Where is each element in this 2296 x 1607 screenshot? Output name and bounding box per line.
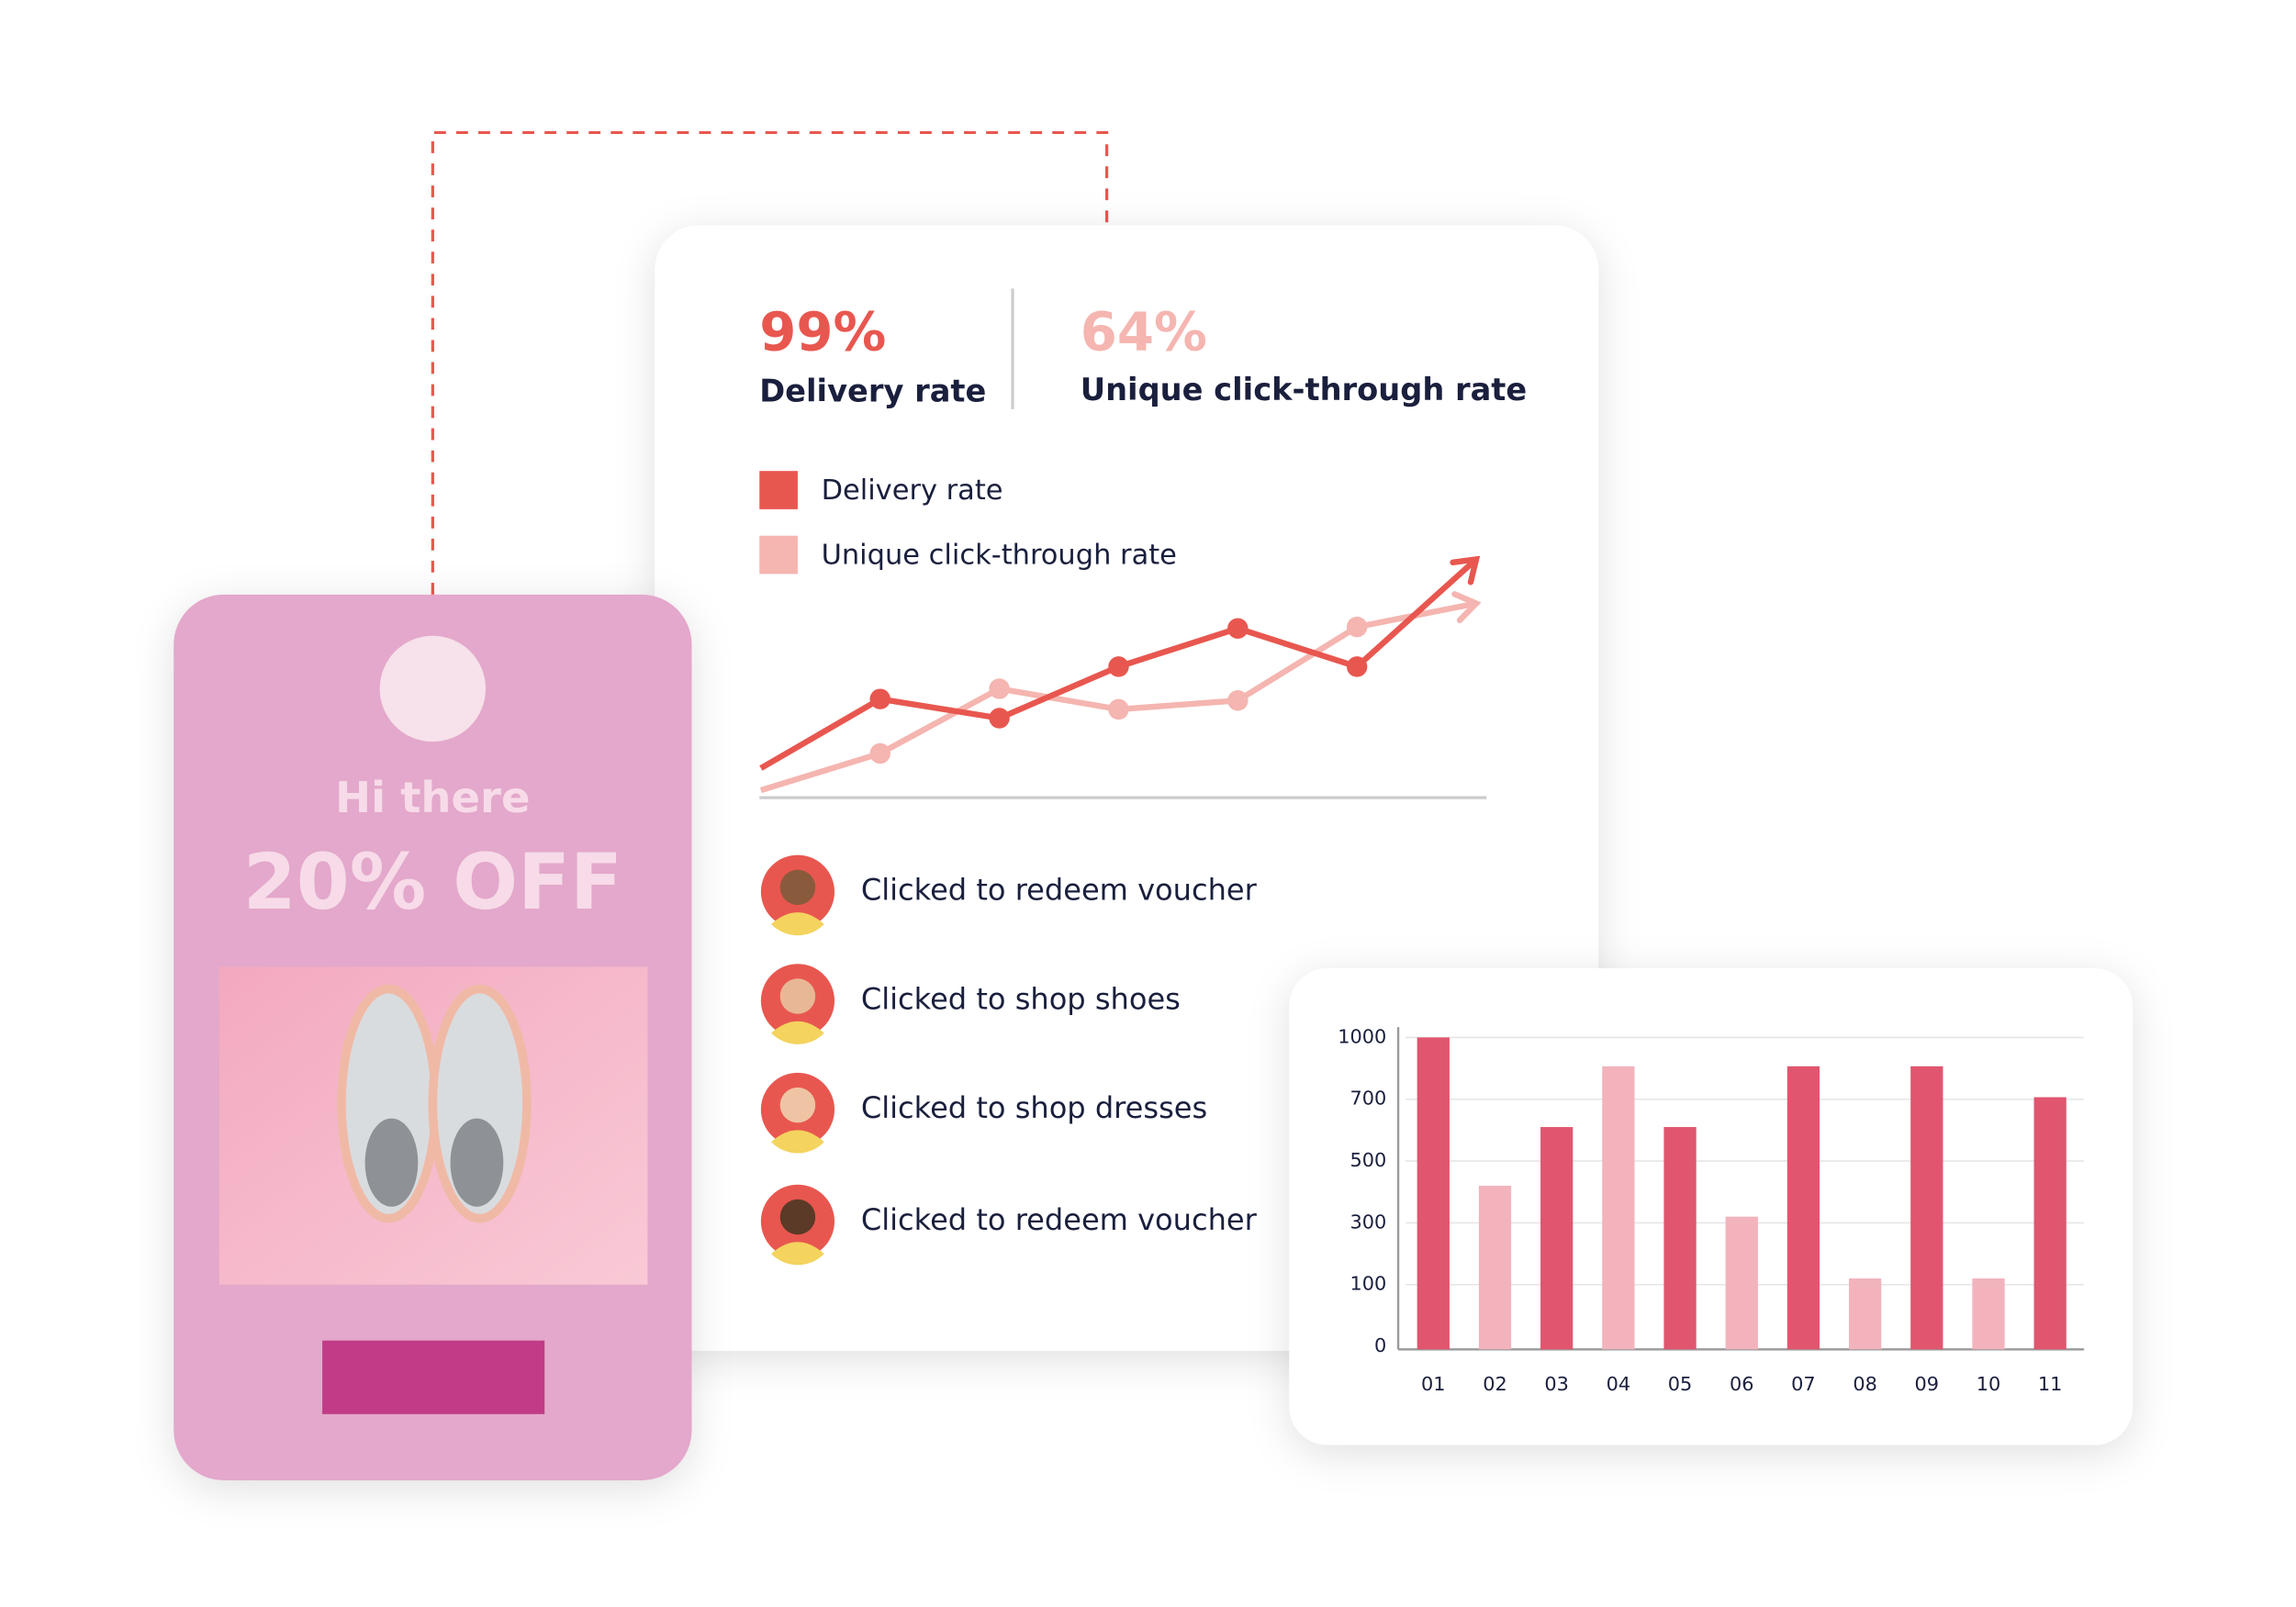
- x-tick-label: 04: [1607, 1373, 1631, 1395]
- bar: [1972, 1278, 2005, 1350]
- bar: [1725, 1216, 1758, 1350]
- point: [869, 688, 890, 709]
- metric-label: Delivery rate: [759, 374, 986, 409]
- y-tick-label: 700: [1350, 1088, 1386, 1110]
- avatar-body: [771, 1130, 824, 1154]
- bar: [1848, 1278, 1882, 1350]
- bar: [1602, 1066, 1635, 1350]
- x-tick-label: 02: [1483, 1373, 1507, 1395]
- metric-value: 64%: [1081, 300, 1207, 363]
- legend-label: Delivery rate: [822, 474, 1003, 507]
- point: [1227, 618, 1249, 639]
- point: [869, 742, 890, 764]
- y-tick-label: 500: [1350, 1149, 1386, 1171]
- avatar-face: [779, 869, 816, 906]
- avatar-body: [771, 1242, 824, 1266]
- x-tick-label: 03: [1544, 1373, 1569, 1395]
- legend-swatch: [759, 471, 798, 509]
- activity-label: Clicked to shop dresses: [861, 1090, 1207, 1125]
- y-tick-label: 1000: [1338, 1025, 1386, 1047]
- legend-label: Unique click-through rate: [822, 540, 1177, 572]
- bar-chart: 0 100 300 500 700 1000 01 02 03 04 05 06 07 08 09 10 11: [1338, 1025, 2085, 1395]
- x-tick-label: 06: [1730, 1373, 1754, 1395]
- avatar-face: [779, 1087, 816, 1123]
- x-tick-label: 05: [1668, 1373, 1693, 1395]
- bar-card: [1289, 968, 2134, 1445]
- point: [989, 678, 1010, 699]
- activity-label: Clicked to shop shoes: [861, 981, 1181, 1016]
- activity-label: Clicked to redeem voucher: [861, 873, 1258, 908]
- y-tick-label: 0: [1374, 1334, 1386, 1356]
- point: [989, 708, 1010, 729]
- bar: [2033, 1097, 2066, 1350]
- arrow-head: [1451, 591, 1482, 623]
- x-tick-label: 11: [2038, 1373, 2063, 1395]
- point: [1346, 616, 1368, 638]
- point: [1108, 656, 1129, 677]
- arrow-head: [1450, 555, 1481, 586]
- metric-value: 99%: [759, 300, 886, 363]
- bar: [1786, 1066, 1820, 1350]
- bar: [1540, 1127, 1574, 1350]
- avatar-face: [779, 1199, 816, 1235]
- logo: [379, 635, 487, 742]
- bar: [1663, 1127, 1697, 1350]
- button[interactable]: [322, 1340, 545, 1414]
- avatar-body: [771, 1021, 824, 1044]
- point: [1108, 698, 1129, 720]
- shoes: [337, 984, 532, 1223]
- point: [1227, 690, 1249, 711]
- bar: [1910, 1066, 1943, 1350]
- x-tick-label: 01: [1421, 1373, 1446, 1395]
- activity-label: Clicked to redeem voucher: [861, 1202, 1258, 1237]
- y-tick-label: 300: [1350, 1211, 1386, 1233]
- avatar-body: [771, 912, 824, 936]
- metric-label: Unique click-through rate: [1081, 372, 1527, 407]
- bar: [1417, 1037, 1450, 1350]
- y-tick-label: 100: [1350, 1273, 1386, 1295]
- connector: [431, 130, 1109, 595]
- offer: 20% OFF: [243, 838, 622, 927]
- activity-list: Clicked to redeem voucher Clicked to shop…: [760, 854, 1258, 1266]
- x-tick-label: 07: [1791, 1373, 1816, 1395]
- bar: [1478, 1186, 1512, 1350]
- line-chart: Unique click-through rate Delivery rate: [759, 471, 1482, 794]
- greeting: Hi there: [335, 773, 530, 822]
- avatar-face: [779, 978, 816, 1014]
- legend-swatch: [759, 535, 798, 575]
- x-tick-label: 09: [1915, 1373, 1940, 1395]
- x-tick-label: 08: [1853, 1373, 1877, 1395]
- x-tick-label: 10: [1977, 1373, 2001, 1395]
- point: [1346, 656, 1368, 677]
